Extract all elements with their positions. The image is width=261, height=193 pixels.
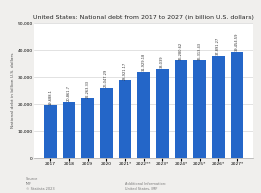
Bar [118, 80, 131, 158]
Text: 36,313.43: 36,313.43 [198, 42, 201, 60]
Text: 20,861.7: 20,861.7 [67, 85, 71, 101]
Text: 31,929.18: 31,929.18 [141, 53, 146, 71]
Text: 19,688.1: 19,688.1 [48, 89, 52, 105]
Bar [63, 102, 75, 158]
Bar [44, 105, 57, 158]
Bar [100, 88, 112, 158]
Title: United States: National debt from 2017 to 2027 (in billion U.S. dollars): United States: National debt from 2017 t… [33, 15, 254, 20]
Bar [212, 56, 224, 158]
Text: 39,454.59: 39,454.59 [235, 33, 239, 51]
Text: 22,263.33: 22,263.33 [86, 80, 90, 98]
Bar [230, 52, 243, 158]
Text: 37,891.27: 37,891.27 [216, 37, 220, 55]
Text: 26,047.29: 26,047.29 [104, 69, 108, 87]
Bar [137, 72, 150, 158]
Bar [175, 60, 187, 158]
Y-axis label: National debt in billion U.S. dollars: National debt in billion U.S. dollars [10, 53, 15, 129]
Bar [81, 98, 94, 158]
Bar [193, 60, 206, 158]
Bar [156, 69, 169, 158]
Text: Additional Information:
United States, IMF: Additional Information: United States, I… [125, 182, 167, 191]
Text: 28,921.17: 28,921.17 [123, 61, 127, 80]
Text: 36,280.62: 36,280.62 [179, 41, 183, 60]
Text: Source
IMF
© Statista 2023: Source IMF © Statista 2023 [26, 177, 55, 191]
Text: 33,039: 33,039 [160, 56, 164, 69]
